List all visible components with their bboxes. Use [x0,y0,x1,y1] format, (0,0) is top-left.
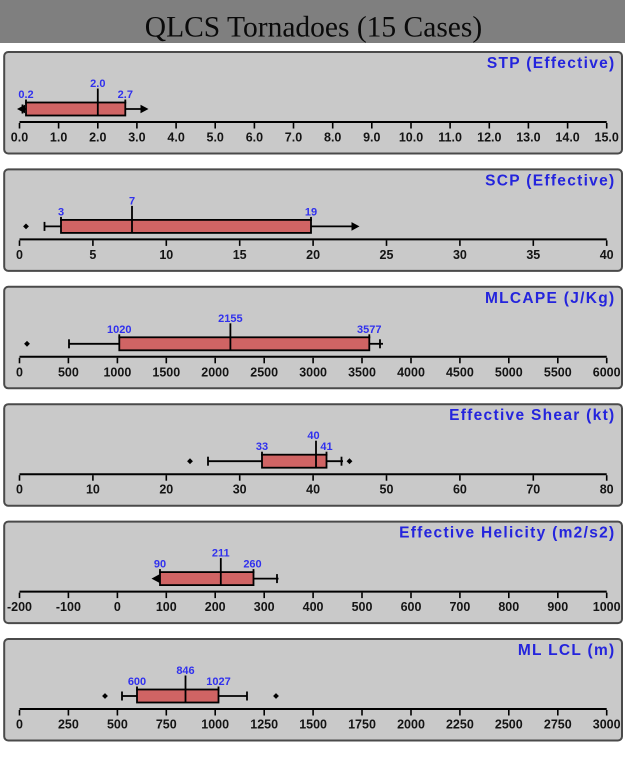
svg-text:4500: 4500 [446,365,474,379]
svg-text:3000: 3000 [299,365,327,379]
svg-text:7.0: 7.0 [285,131,302,145]
svg-text:20: 20 [306,248,320,262]
svg-text:13.0: 13.0 [516,131,540,145]
svg-text:0.0: 0.0 [11,131,28,145]
svg-text:0.2: 0.2 [18,89,33,101]
svg-text:1000: 1000 [201,718,229,732]
svg-text:33: 33 [256,441,268,453]
svg-text:2500: 2500 [250,365,278,379]
svg-text:0: 0 [114,600,121,614]
svg-text:25: 25 [380,248,394,262]
svg-text:SCP (Effective): SCP (Effective) [485,172,615,189]
svg-text:3577: 3577 [357,324,381,336]
svg-text:5000: 5000 [495,365,523,379]
svg-text:QLCS Tornadoes (15 Cases): QLCS Tornadoes (15 Cases) [145,12,482,44]
svg-text:41: 41 [320,441,332,453]
svg-text:30: 30 [453,248,467,262]
svg-text:14.0: 14.0 [555,131,579,145]
svg-text:2.0: 2.0 [90,78,105,90]
svg-text:800: 800 [498,600,519,614]
svg-text:20: 20 [159,483,173,497]
svg-text:2.0: 2.0 [89,131,106,145]
svg-text:11.0: 11.0 [438,131,462,145]
svg-text:3000: 3000 [593,718,621,732]
svg-text:900: 900 [547,600,568,614]
svg-text:9.0: 9.0 [363,131,380,145]
svg-text:90: 90 [154,559,166,571]
svg-text:0: 0 [16,365,23,379]
svg-text:200: 200 [205,600,226,614]
svg-text:6.0: 6.0 [246,131,263,145]
svg-text:MLCAPE (J/Kg): MLCAPE (J/Kg) [485,290,616,307]
svg-text:500: 500 [107,718,128,732]
svg-text:100: 100 [156,600,177,614]
svg-text:1000: 1000 [103,365,131,379]
svg-text:2250: 2250 [446,718,474,732]
svg-text:STP (Effective): STP (Effective) [487,55,616,72]
svg-text:35: 35 [526,248,540,262]
svg-text:30: 30 [233,483,247,497]
svg-text:3.0: 3.0 [128,131,145,145]
svg-text:40: 40 [307,430,319,442]
svg-text:300: 300 [254,600,275,614]
svg-text:500: 500 [58,365,79,379]
svg-text:1500: 1500 [299,718,327,732]
svg-text:1027: 1027 [206,676,230,688]
svg-text:400: 400 [303,600,324,614]
svg-text:260: 260 [243,559,261,571]
svg-text:250: 250 [58,718,79,732]
svg-text:80: 80 [600,483,614,497]
svg-text:50: 50 [380,483,394,497]
svg-text:4.0: 4.0 [167,131,184,145]
svg-text:2750: 2750 [544,718,572,732]
svg-text:1000: 1000 [593,600,621,614]
svg-text:5500: 5500 [544,365,572,379]
svg-text:10.0: 10.0 [399,131,423,145]
svg-text:1750: 1750 [348,718,376,732]
svg-text:15.0: 15.0 [595,131,619,145]
svg-text:3: 3 [58,206,64,218]
svg-text:2500: 2500 [495,718,523,732]
svg-text:19: 19 [305,206,317,218]
svg-text:6000: 6000 [593,365,621,379]
svg-text:Effective Helicity (m2/s2): Effective Helicity (m2/s2) [399,525,615,542]
svg-text:700: 700 [449,600,470,614]
svg-text:1.0: 1.0 [50,131,67,145]
svg-text:12.0: 12.0 [477,131,501,145]
svg-text:8.0: 8.0 [324,131,341,145]
svg-text:750: 750 [156,718,177,732]
svg-text:2000: 2000 [201,365,229,379]
svg-text:3500: 3500 [348,365,376,379]
svg-text:1020: 1020 [107,324,131,336]
svg-text:0: 0 [16,718,23,732]
svg-text:211: 211 [212,548,230,560]
svg-text:0: 0 [16,248,23,262]
svg-text:40: 40 [306,483,320,497]
svg-text:Effective Shear (kt): Effective Shear (kt) [449,407,615,424]
svg-text:10: 10 [86,483,100,497]
svg-text:2000: 2000 [397,718,425,732]
svg-text:-100: -100 [56,600,81,614]
svg-text:600: 600 [128,676,146,688]
svg-text:846: 846 [176,665,194,677]
svg-text:0: 0 [16,483,23,497]
svg-text:40: 40 [600,248,614,262]
svg-text:4000: 4000 [397,365,425,379]
svg-text:60: 60 [453,483,467,497]
svg-text:15: 15 [233,248,247,262]
svg-text:ML LCL (m): ML LCL (m) [518,642,616,659]
svg-text:5.0: 5.0 [207,131,224,145]
svg-text:70: 70 [526,483,540,497]
svg-text:10: 10 [159,248,173,262]
svg-text:1500: 1500 [152,365,180,379]
svg-text:-200: -200 [7,600,32,614]
svg-text:7: 7 [129,195,135,207]
svg-text:500: 500 [352,600,373,614]
svg-text:2.7: 2.7 [118,89,133,101]
svg-text:1250: 1250 [250,718,278,732]
svg-text:600: 600 [401,600,422,614]
svg-text:5: 5 [89,248,96,262]
svg-text:2155: 2155 [218,313,242,325]
